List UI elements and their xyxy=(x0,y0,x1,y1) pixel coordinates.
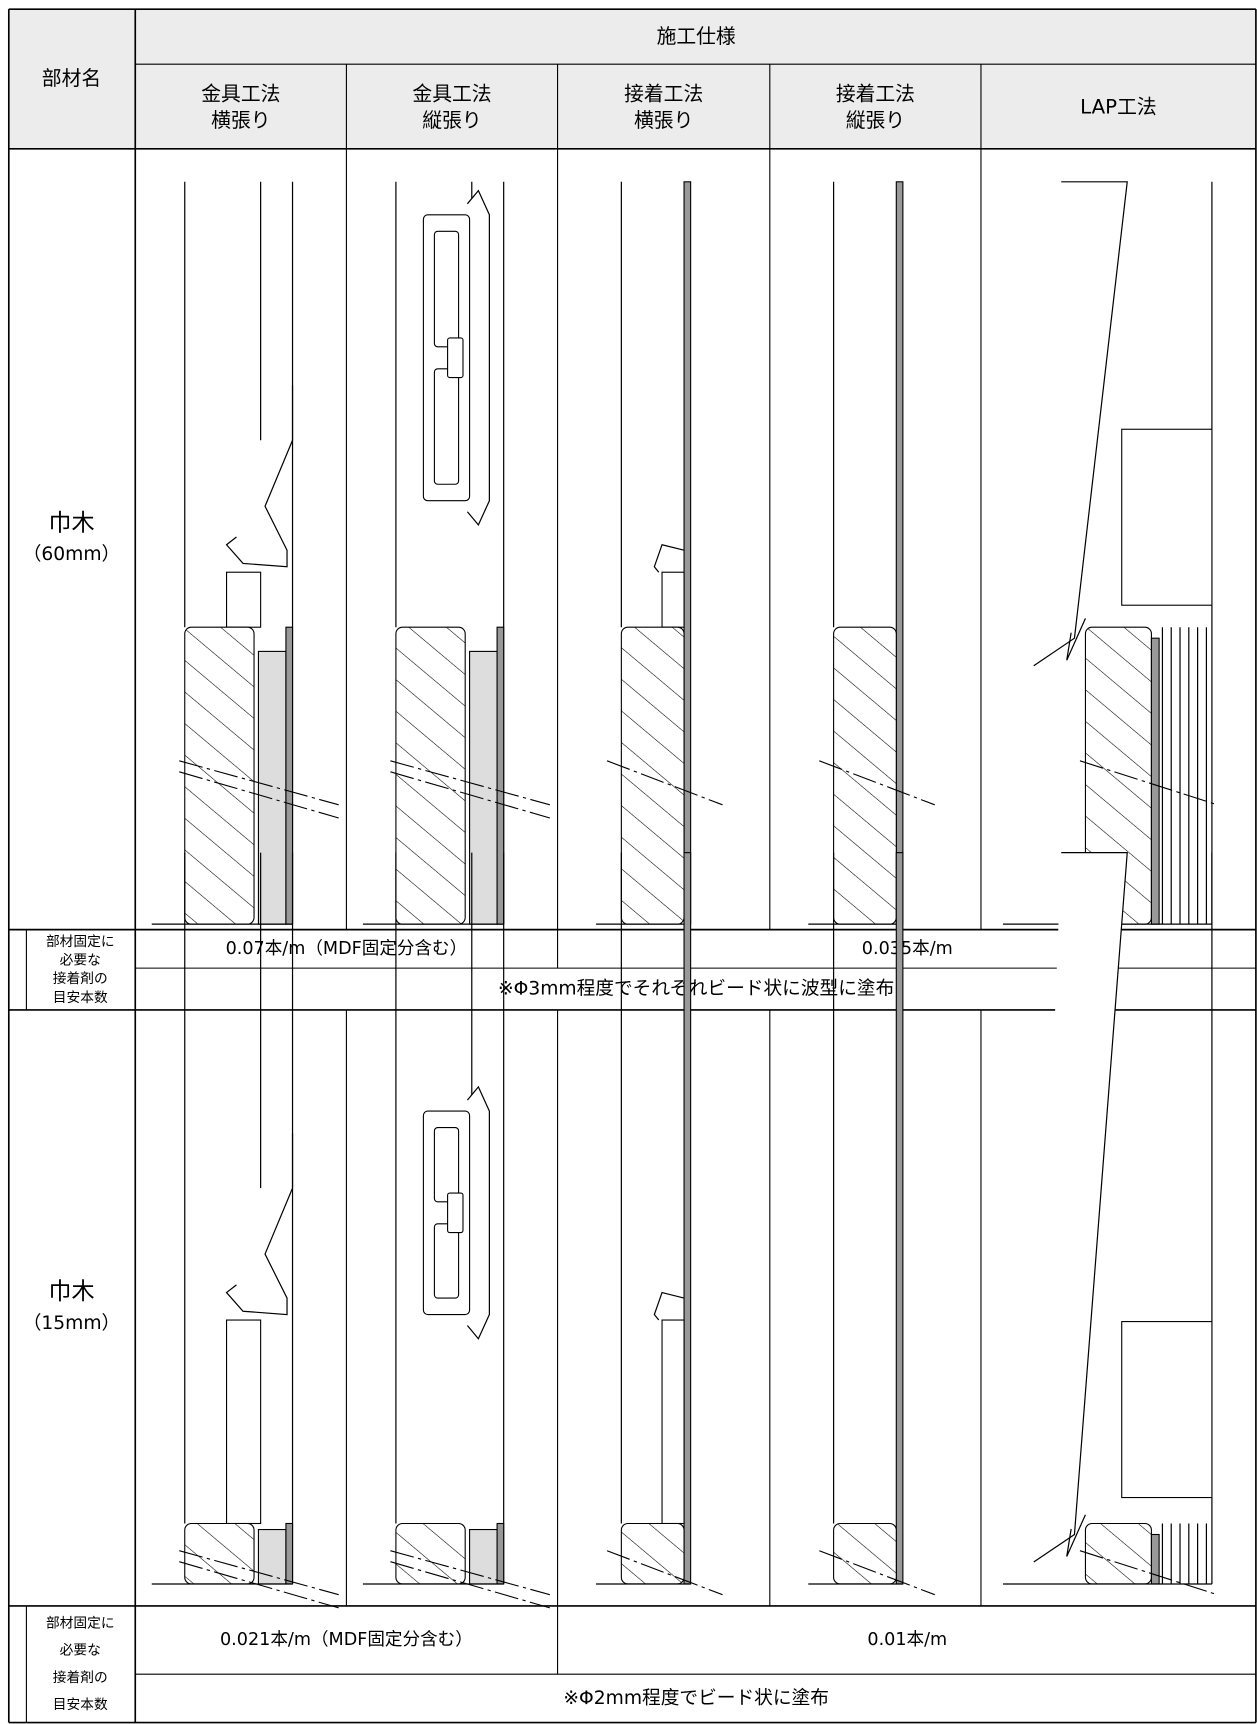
drawing-outline xyxy=(225,385,294,568)
method-label: 金具工法 xyxy=(412,82,491,105)
center-line xyxy=(606,760,723,806)
center-line xyxy=(390,760,551,806)
method-label: 接着工法 xyxy=(624,82,703,105)
drawing-outline xyxy=(653,1291,685,1321)
method-label: 横張り xyxy=(211,109,270,132)
drawing-part xyxy=(184,626,255,925)
drawing-part xyxy=(1150,1533,1160,1585)
drawing-part xyxy=(285,1522,294,1585)
drawing-part xyxy=(225,571,262,628)
adhesive-label: 部材固定に xyxy=(46,1616,115,1632)
drawing-part xyxy=(661,1319,685,1525)
drawing-part xyxy=(496,1522,505,1585)
adhesive-label: 必要な xyxy=(60,1643,101,1659)
center-line xyxy=(179,760,339,806)
adhesive-label: 部材固定に xyxy=(46,934,115,950)
adhesive-label: 必要な xyxy=(60,952,101,968)
drawing-outline xyxy=(1033,181,1128,667)
drawing-part xyxy=(395,1522,466,1585)
center-line xyxy=(179,771,339,819)
section-name: 巾木 xyxy=(48,1279,94,1305)
method-label: 金具工法 xyxy=(201,82,280,105)
drawing-part xyxy=(469,1528,498,1585)
drawing-part xyxy=(1121,428,1213,606)
adhesive-label: 目安本数 xyxy=(53,1697,108,1713)
drawing-part xyxy=(257,1528,287,1585)
drawing-part xyxy=(285,626,294,925)
method-label: 横張り xyxy=(634,109,693,132)
drawing-part xyxy=(683,852,692,1585)
drawing-outline xyxy=(466,189,490,527)
center-line xyxy=(1079,760,1218,806)
drawing-part xyxy=(833,1522,897,1585)
drawing-outline xyxy=(1066,1514,1086,1557)
amount-metal: 0.07本/m（MDF固定分含む） xyxy=(226,939,468,959)
drawing-part xyxy=(496,626,505,925)
drawing-part xyxy=(661,571,685,628)
section-size: （15mm） xyxy=(23,1313,121,1334)
amount-adhesive: 0.01本/m xyxy=(867,1630,947,1650)
drawing-outline xyxy=(466,1085,490,1340)
drawing-part xyxy=(895,852,904,1585)
drawing-part xyxy=(620,1522,685,1585)
center-line xyxy=(390,771,551,819)
method-label: 縦張り xyxy=(422,109,481,132)
method-label: 接着工法 xyxy=(836,82,915,105)
center-line xyxy=(390,1550,551,1596)
center-line xyxy=(819,1550,935,1596)
center-line xyxy=(606,1550,723,1596)
method-label: 縦張り xyxy=(846,109,905,132)
drawing-outline xyxy=(1033,852,1128,1563)
drawing-part xyxy=(1150,637,1160,925)
header-bg xyxy=(8,9,1256,149)
drawing-part xyxy=(395,626,466,925)
drawing-outline xyxy=(225,1133,294,1316)
drawing-part xyxy=(225,1319,262,1525)
section-name: 巾木 xyxy=(48,510,94,536)
drawing-part xyxy=(620,626,685,925)
center-line xyxy=(1079,1550,1218,1596)
drawing-part xyxy=(895,181,904,925)
drawing-part xyxy=(433,368,460,485)
center-line xyxy=(179,1550,339,1596)
header-member: 部材名 xyxy=(42,67,101,90)
drawing-part xyxy=(469,650,498,925)
drawing-part xyxy=(433,1127,460,1203)
adhesive-label: 目安本数 xyxy=(53,990,108,1006)
drawing-outline xyxy=(653,544,685,573)
drawing-part xyxy=(447,337,464,379)
drawing-part xyxy=(433,230,460,348)
center-line xyxy=(179,1561,339,1609)
center-line xyxy=(390,1561,551,1609)
adhesive-label: 接着剤の xyxy=(53,1669,108,1686)
center-line xyxy=(819,760,935,806)
drawing-outline xyxy=(1066,618,1086,661)
adhesive-label: 接着剤の xyxy=(53,970,108,987)
drawing-part xyxy=(833,626,897,925)
drawing-part xyxy=(1084,1522,1152,1585)
note: ※Φ3mm程度でそれぞれビード状に波型に塗布 xyxy=(498,978,894,1000)
amount-adhesive: 0.035本/m xyxy=(862,939,953,959)
drawing-part xyxy=(447,1192,464,1234)
drawing-part xyxy=(683,181,692,925)
drawing-part xyxy=(257,650,287,925)
drawing-part xyxy=(1121,1321,1213,1499)
note: ※Φ2mm程度でビード状に塗布 xyxy=(563,1687,829,1709)
drawing-part xyxy=(433,1223,460,1299)
method-label: LAP工法 xyxy=(1080,96,1157,119)
amount-metal: 0.021本/m（MDF固定分含む） xyxy=(220,1630,473,1650)
drawing-part xyxy=(184,1522,255,1585)
section-size: （60mm） xyxy=(23,544,121,565)
header-spec: 施工仕様 xyxy=(657,25,736,48)
